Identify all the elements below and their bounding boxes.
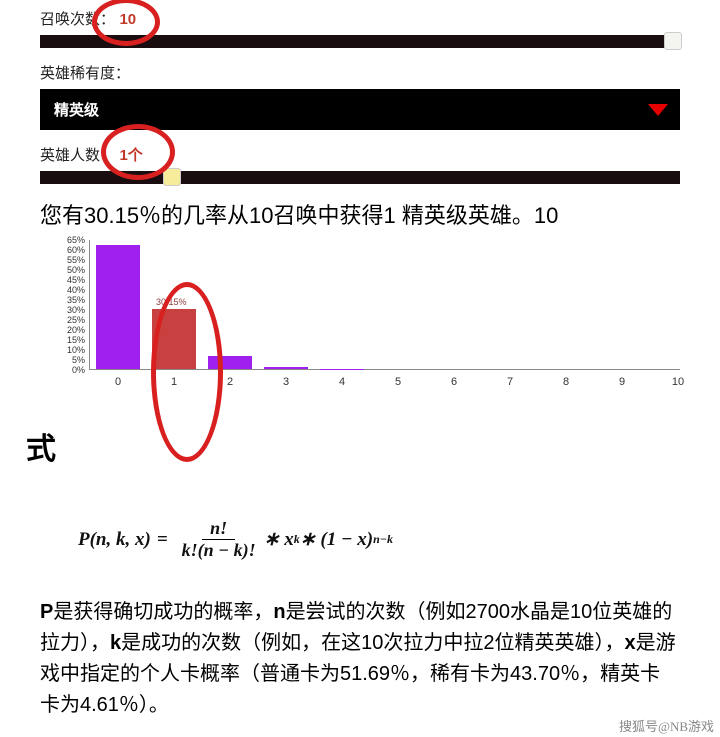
x-tick: 10 (672, 376, 684, 388)
y-tick: 0% (72, 365, 85, 375)
summons-value: 10 (119, 11, 136, 28)
y-tick: 60% (67, 245, 85, 255)
slider-thumb[interactable] (664, 32, 682, 50)
slider-thumb[interactable] (163, 168, 181, 186)
x-tick: 2 (227, 376, 233, 388)
x-tick: 3 (283, 376, 289, 388)
x-tick: 8 (563, 376, 569, 388)
chart-bar (96, 245, 140, 369)
count-value: 1个 (119, 144, 142, 165)
explanation: P是获得确切成功的概率，n是尝试的次数（例如2700水晶是10位英雄的拉力），k… (40, 597, 680, 721)
formula-term1: ∗ x (264, 528, 294, 551)
rarity-select[interactable]: 精英级 (40, 89, 680, 130)
y-tick: 65% (67, 235, 85, 245)
x-tick: 5 (395, 376, 401, 388)
rarity-label: 英雄稀有度： (40, 62, 130, 83)
formula-sup2: n−k (373, 532, 393, 547)
x-tick: 4 (339, 376, 345, 388)
y-tick: 20% (67, 325, 85, 335)
y-tick: 25% (67, 315, 85, 325)
summary-text: 您有30.15％的几率从10召唤中获得1 精英级英雄。10 (40, 198, 680, 230)
chevron-down-icon (648, 104, 668, 116)
formula-lhs: P(n, k, x) (78, 529, 151, 551)
probability-chart: 0%5%10%15%20%25%30%35%40%45%50%55%60%65%… (48, 240, 688, 400)
summons-slider[interactable] (40, 35, 680, 48)
x-tick: 0 (115, 376, 121, 388)
count-label: 英雄人数： (40, 144, 115, 165)
x-tick: 1 (171, 376, 177, 388)
y-tick: 40% (67, 285, 85, 295)
formula-term2: ∗ (1 − x) (300, 528, 373, 551)
formula-numerator: n! (202, 518, 235, 540)
y-tick: 5% (72, 355, 85, 365)
y-tick: 10% (67, 345, 85, 355)
x-tick: 9 (619, 376, 625, 388)
chart-bar (264, 367, 308, 369)
bar-value-label: 30.15% (156, 297, 187, 307)
chart-bar (152, 309, 196, 369)
y-tick: 50% (67, 265, 85, 275)
rarity-value: 精英级 (54, 102, 99, 119)
formula-denominator: k!(n − k)! (178, 540, 260, 561)
formula-eq: = (157, 529, 168, 551)
formula-fraction: n! k!(n − k)! (178, 518, 260, 561)
y-tick: 15% (67, 335, 85, 345)
formula: P(n, k, x) = n! k!(n − k)! ∗ xk ∗ (1 − x… (78, 518, 680, 561)
y-tick: 35% (67, 295, 85, 305)
count-slider[interactable] (40, 171, 680, 184)
formula-heading: 式 (26, 424, 680, 468)
watermark: 搜狐号@NB游戏 (619, 716, 714, 735)
y-tick: 30% (67, 305, 85, 315)
y-tick: 55% (67, 255, 85, 265)
summons-label: 召唤次数： (40, 8, 115, 29)
x-tick: 6 (451, 376, 457, 388)
y-tick: 45% (67, 275, 85, 285)
x-tick: 7 (507, 376, 513, 388)
chart-bar (208, 356, 252, 369)
